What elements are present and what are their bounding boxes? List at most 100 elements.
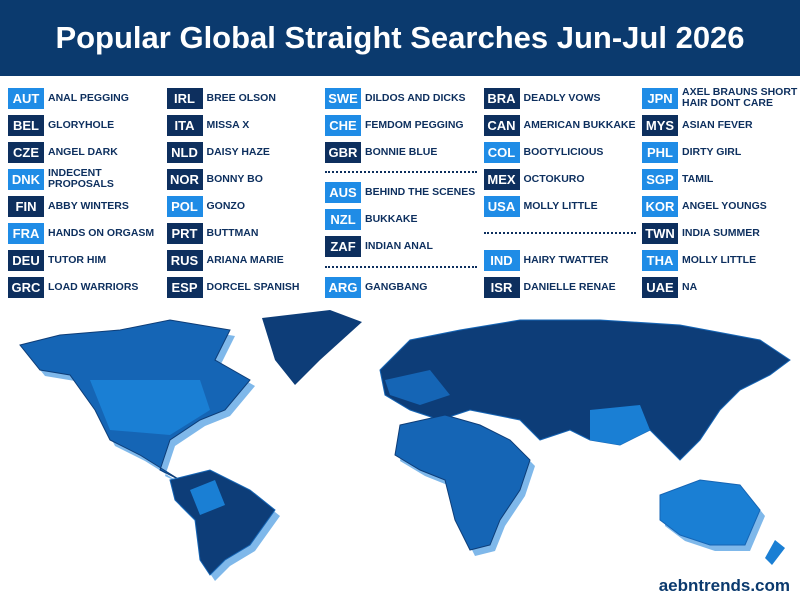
country-code: BEL: [8, 114, 44, 136]
search-term: DIRTY GIRL: [682, 145, 742, 158]
country-code: THA: [642, 249, 678, 271]
search-term: BONNIE BLUE: [365, 145, 438, 158]
country-code: TWN: [642, 222, 678, 244]
country-code: NZL: [325, 209, 361, 230]
country-code: FIN: [8, 195, 44, 217]
india: [590, 405, 650, 445]
search-term: NA: [682, 280, 698, 293]
entry: SWE DILDOS AND DICKS: [325, 87, 483, 109]
entry: NZL BUKKAKE: [325, 209, 483, 231]
entry: USA MOLLY LITTLE: [483, 195, 642, 217]
country-code: PRT: [166, 222, 203, 244]
search-term: ANGEL DARK: [48, 145, 118, 158]
country-code: NOR: [166, 168, 203, 190]
country-code: DEU: [8, 249, 44, 271]
search-term: ABBY WINTERS: [48, 199, 129, 212]
search-term: GLORYHOLE: [48, 118, 115, 131]
title: Popular Global Straight Searches Jun-Jul…: [0, 0, 800, 76]
country-code: RUS: [166, 249, 203, 271]
entry: ZAF INDIAN ANAL: [325, 236, 483, 258]
search-term: DORCEL SPANISH: [206, 280, 300, 293]
separator: [325, 171, 477, 174]
search-term: LOAD WARRIORS: [48, 280, 139, 293]
country-code: GRC: [8, 276, 44, 298]
entry: MYS ASIAN FEVER: [642, 114, 800, 136]
country-code: AUS: [325, 182, 361, 203]
country-code: PHL: [642, 141, 678, 163]
australia: [659, 479, 761, 546]
entry: GBR BONNIE BLUE: [325, 141, 483, 163]
search-term: GANGBANG: [365, 280, 428, 293]
entry: KOR ANGEL YOUNGS: [642, 195, 800, 217]
entry: RUS ARIANA MARIE: [166, 249, 325, 271]
country-code: POL: [166, 195, 203, 217]
search-term: INDECENT PROPOSALS: [48, 167, 114, 190]
entry: TWN INDIA SUMMER: [642, 222, 800, 244]
country-code: NLD: [166, 141, 203, 163]
search-term: HANDS ON ORGASM: [48, 226, 155, 239]
usa: [90, 380, 210, 435]
entry: UAE NA: [642, 276, 800, 298]
entry: ISR DANIELLE RENAE: [483, 276, 642, 298]
entry: JPN AXEL BRAUNS SHORT HAIR DONT CARE: [642, 87, 800, 109]
search-term: BUKKAKE: [365, 213, 418, 225]
entry: THA MOLLY LITTLE: [642, 249, 800, 271]
entry: ITA MISSA X: [166, 114, 325, 136]
entry: AUS BEHIND THE SCENES: [325, 182, 483, 204]
country-code: MEX: [483, 168, 520, 190]
search-term: DAISY HAZE: [206, 145, 270, 158]
entry: PHL DIRTY GIRL: [642, 141, 800, 163]
country-code: ISR: [483, 276, 520, 298]
search-term: BREE OLSON: [206, 91, 276, 104]
country-code: AUT: [8, 87, 44, 109]
site-url: aebntrends.com: [658, 576, 790, 595]
entry: AUT ANAL PEGGING: [8, 87, 166, 109]
country-code: KOR: [642, 195, 678, 217]
search-term: ANGEL YOUNGS: [682, 199, 767, 212]
search-term: OCTOKURO: [523, 172, 585, 185]
country-code: ARG: [325, 276, 361, 298]
country-code: IND: [483, 249, 520, 271]
greenland: [262, 310, 362, 385]
search-term: BONNY BO: [206, 172, 263, 185]
entry: NLD DAISY HAZE: [166, 141, 325, 163]
entry: CZE ANGEL DARK: [8, 141, 166, 163]
search-term: ARIANA MARIE: [206, 253, 284, 266]
country-code: CZE: [8, 141, 44, 163]
entry: SGP TAMIL: [642, 168, 800, 190]
country-code: COL: [483, 141, 520, 163]
country-code: USA: [483, 195, 520, 217]
country-code: FRA: [8, 222, 44, 244]
country-code: IRL: [166, 87, 203, 109]
search-term: TUTOR HIM: [48, 253, 107, 266]
entry: POL GONZO: [166, 195, 325, 217]
separator: [325, 265, 477, 268]
entry: CHE FEMDOM PEGGING: [325, 114, 483, 136]
country-code: ITA: [166, 114, 203, 136]
eurasia: [379, 319, 791, 461]
country-code: CHE: [325, 114, 361, 136]
country-code: JPN: [642, 87, 678, 109]
search-term: DILDOS AND DICKS: [365, 91, 466, 104]
search-term: MOLLY LITTLE: [682, 253, 757, 266]
colombia: [190, 480, 225, 515]
africa: [394, 414, 531, 551]
entry: ARG GANGBANG: [325, 276, 483, 298]
new-zealand: [765, 540, 785, 565]
country-code: BRA: [483, 87, 520, 109]
entry: PRT BUTTMAN: [166, 222, 325, 244]
entry: BEL GLORYHOLE: [8, 114, 166, 136]
entry: MEX OCTOKURO: [483, 168, 642, 190]
entry: IRL BREE OLSON: [166, 87, 325, 109]
entry: CAN AMERICAN BUKKAKE: [483, 114, 642, 136]
search-term: ANAL PEGGING: [48, 91, 129, 104]
search-term: BOOTYLICIOUS: [523, 145, 604, 158]
search-term: DANIELLE RENAE: [523, 280, 616, 293]
entry: COL BOOTYLICIOUS: [483, 141, 642, 163]
country-code: MYS: [642, 114, 678, 136]
search-term: FEMDOM PEGGING: [365, 118, 464, 131]
country-code: GBR: [325, 141, 361, 163]
entry: DNK INDECENT PROPOSALS: [8, 168, 166, 190]
search-term: MISSA X: [206, 118, 250, 131]
